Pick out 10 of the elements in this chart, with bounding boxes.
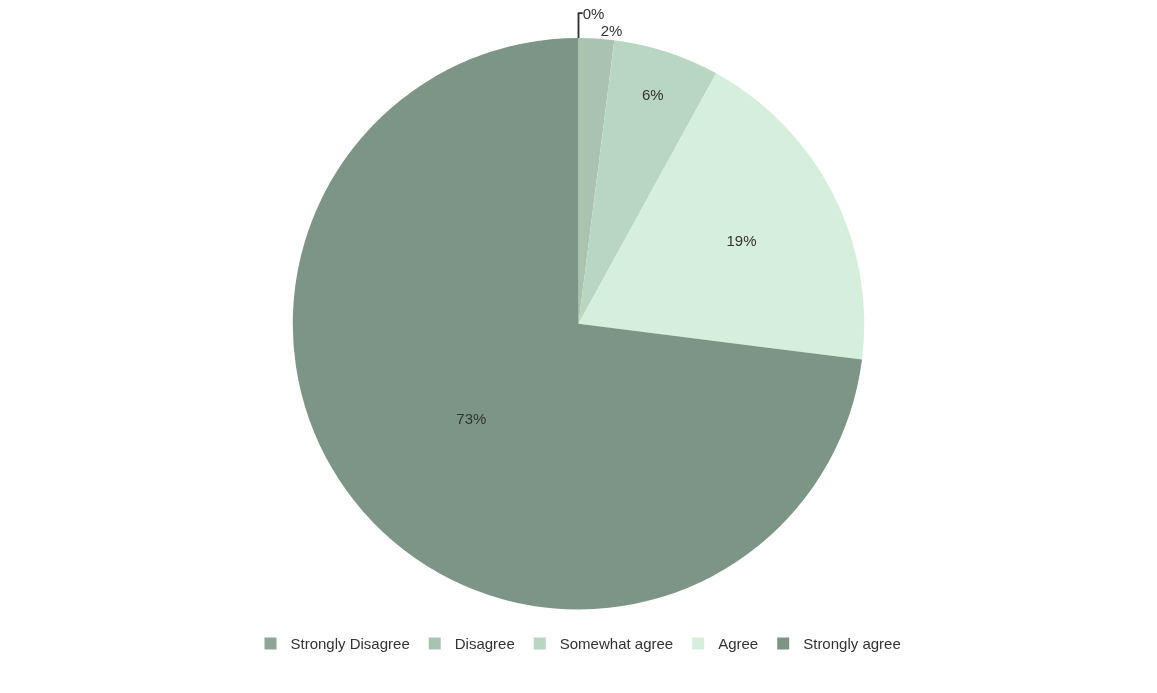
legend-label: Disagree <box>454 635 515 653</box>
legend-label: Somewhat agree <box>559 635 674 653</box>
data-label: 73% <box>456 409 487 427</box>
legend-label: Strongly Disagree <box>290 635 410 653</box>
text: 0% <box>582 4 605 22</box>
data-label: 19% <box>726 232 757 250</box>
data-label: 6% <box>642 86 664 104</box>
legend-label: Strongly agree <box>803 635 901 653</box>
data-label: 2% <box>600 21 623 39</box>
legend-label: Agree <box>718 635 759 653</box>
